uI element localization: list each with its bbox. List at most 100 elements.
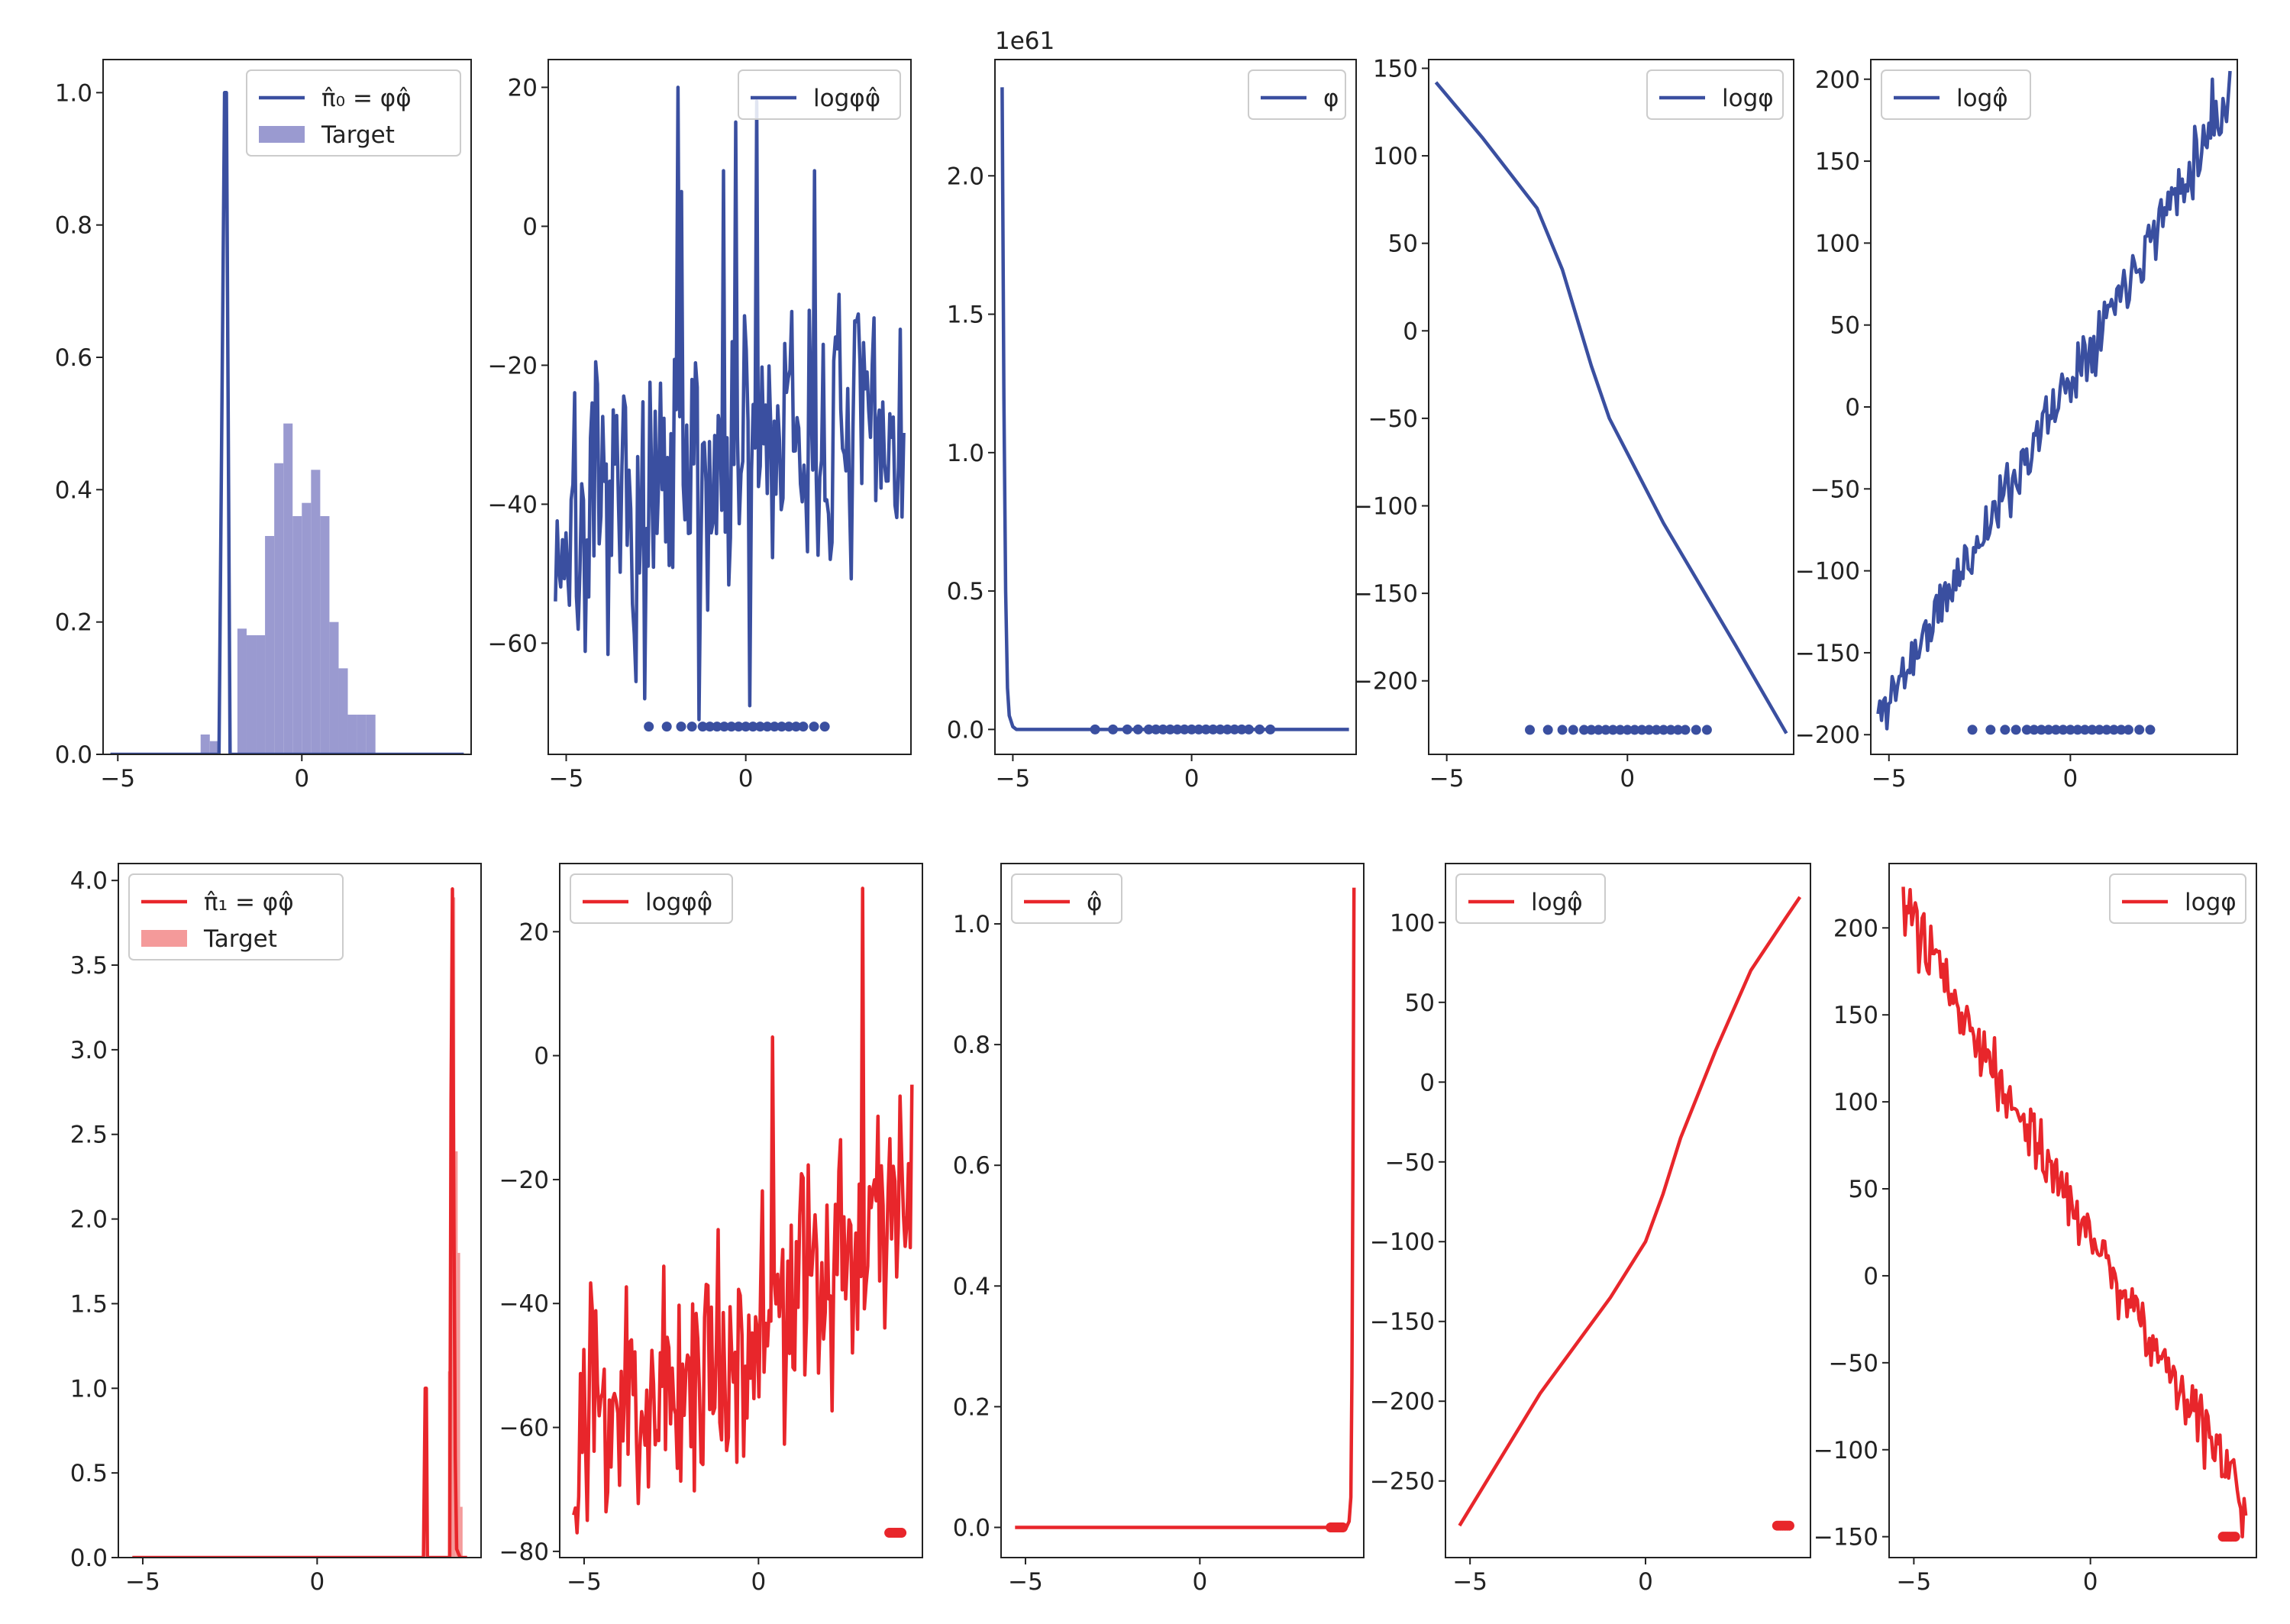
y-tick-label: 2.0 xyxy=(947,163,984,190)
axes-frame xyxy=(1888,863,2257,1558)
sample-point xyxy=(1108,724,1119,735)
legend: logφ xyxy=(1646,69,1784,120)
series-line xyxy=(1458,896,1802,1527)
plot-area xyxy=(1015,887,1356,1532)
y-tick-label: −40 xyxy=(499,1290,549,1318)
sample-point xyxy=(1208,724,1219,735)
x-tick-label: 0 xyxy=(1184,765,1200,793)
series-line xyxy=(110,91,464,754)
histogram-bar xyxy=(311,470,321,754)
histogram-bar xyxy=(237,628,247,754)
y-tick-label: −200 xyxy=(1795,722,1860,749)
legend: π̂₁ = φφ̂ Target xyxy=(128,873,344,961)
y-tick-label: −150 xyxy=(1795,640,1860,667)
sample-point xyxy=(2079,725,2090,735)
y-tick-label: 0.8 xyxy=(55,212,92,240)
sample-point xyxy=(809,722,819,732)
series-line xyxy=(1901,886,2248,1538)
y-tick-label: 0 xyxy=(1403,318,1418,345)
histogram-bar xyxy=(320,516,330,754)
y-tick-label: 20 xyxy=(519,919,549,946)
x-tick-label: −5 xyxy=(996,765,1031,793)
axes-frame xyxy=(1428,59,1794,755)
sample-point xyxy=(2087,725,2098,735)
histogram-bar xyxy=(209,741,219,754)
subplot-r2c3: −5 0 0.0 0.2 0.4 0.6 0.8 1.0 φ̂ xyxy=(953,863,1365,1596)
sample-point xyxy=(1644,725,1655,735)
subplot-r2c2: −5 0 −80 −60 −40 −20 0 20 logφφ̂ xyxy=(499,863,923,1596)
sample-point xyxy=(1236,724,1247,735)
sample-point xyxy=(1607,725,1618,735)
y-tick-label: 0.2 xyxy=(953,1393,990,1421)
sample-point xyxy=(754,722,765,732)
y-tick-label: 50 xyxy=(1830,312,1860,340)
sample-point xyxy=(1651,725,1662,735)
sample-point xyxy=(2011,725,2021,735)
axes-frame xyxy=(547,59,912,755)
axes-frame xyxy=(118,863,482,1558)
y-tick-label: 1.0 xyxy=(947,440,984,467)
legend: logφ̂ xyxy=(1881,69,2031,120)
sample-point xyxy=(741,722,751,732)
sample-point xyxy=(783,722,794,732)
y-tick-label: −150 xyxy=(1370,1309,1435,1336)
plot-area xyxy=(1458,896,1802,1531)
plot-area xyxy=(1876,70,2232,735)
x-tick-label: −5 xyxy=(125,1568,160,1596)
legend: φ̂ xyxy=(1011,873,1122,924)
sample-point xyxy=(676,722,686,732)
y-tick-label: 200 xyxy=(1815,66,1860,94)
y-tick-label: 1.5 xyxy=(70,1290,108,1318)
series-line xyxy=(1434,81,1788,735)
y-tick-label: 100 xyxy=(1833,1089,1878,1116)
x-tick-label: −5 xyxy=(567,1568,602,1596)
sample-point xyxy=(1132,724,1143,735)
x-tick-label: −5 xyxy=(549,765,584,793)
sample-point xyxy=(661,722,672,732)
sample-point xyxy=(1784,1520,1794,1531)
sample-point xyxy=(1600,725,1611,735)
sample-point xyxy=(2058,725,2069,735)
y-tick-label: 4.0 xyxy=(70,867,108,895)
legend-label: logφ̂ xyxy=(1956,85,2008,112)
legend-box xyxy=(1011,873,1122,924)
sample-point xyxy=(2116,725,2127,735)
y-tick-label: 0.6 xyxy=(55,344,92,372)
x-tick-label: −5 xyxy=(100,765,135,793)
legend-patch xyxy=(259,126,305,143)
sample-point xyxy=(2029,725,2040,735)
plot-area xyxy=(554,86,906,732)
legend-label: logφφ̂ xyxy=(645,889,712,916)
y-tick-label: −50 xyxy=(1368,405,1418,433)
y-tick-label: 1.0 xyxy=(953,911,990,938)
legend: logφφ̂ xyxy=(570,873,733,924)
histogram-bar xyxy=(200,735,210,754)
sample-point xyxy=(791,722,802,732)
axes-frame xyxy=(102,59,472,755)
y-tick-label: 150 xyxy=(1815,148,1860,176)
y-tick-label: −20 xyxy=(499,1167,549,1194)
legend-box xyxy=(2109,873,2246,924)
y-tick-label: −100 xyxy=(1370,1228,1435,1256)
y-tick-label: 2.5 xyxy=(70,1122,108,1149)
sample-point xyxy=(2094,725,2104,735)
x-tick-label: 0 xyxy=(751,1568,766,1596)
sample-point xyxy=(1164,724,1175,735)
y-tick-label: −60 xyxy=(499,1415,549,1442)
x-tick-label: −5 xyxy=(1872,765,1907,793)
legend: φ xyxy=(1248,69,1346,120)
sample-point xyxy=(1579,725,1590,735)
sample-point xyxy=(1629,725,1640,735)
sample-point xyxy=(2050,725,2061,735)
sample-point xyxy=(1193,724,1204,735)
y-tick-label: −60 xyxy=(488,630,538,657)
sample-point xyxy=(762,722,773,732)
y-tick-label: 20 xyxy=(508,74,538,102)
x-tick-label: 0 xyxy=(1620,765,1635,793)
sample-point xyxy=(2043,725,2054,735)
histogram-bar xyxy=(460,1506,463,1558)
subplot-r1c2: −5 0 −60 −40 −20 0 20 logφφ̂ xyxy=(488,59,912,793)
sample-point xyxy=(1542,725,1553,735)
histogram-bar xyxy=(292,516,302,754)
